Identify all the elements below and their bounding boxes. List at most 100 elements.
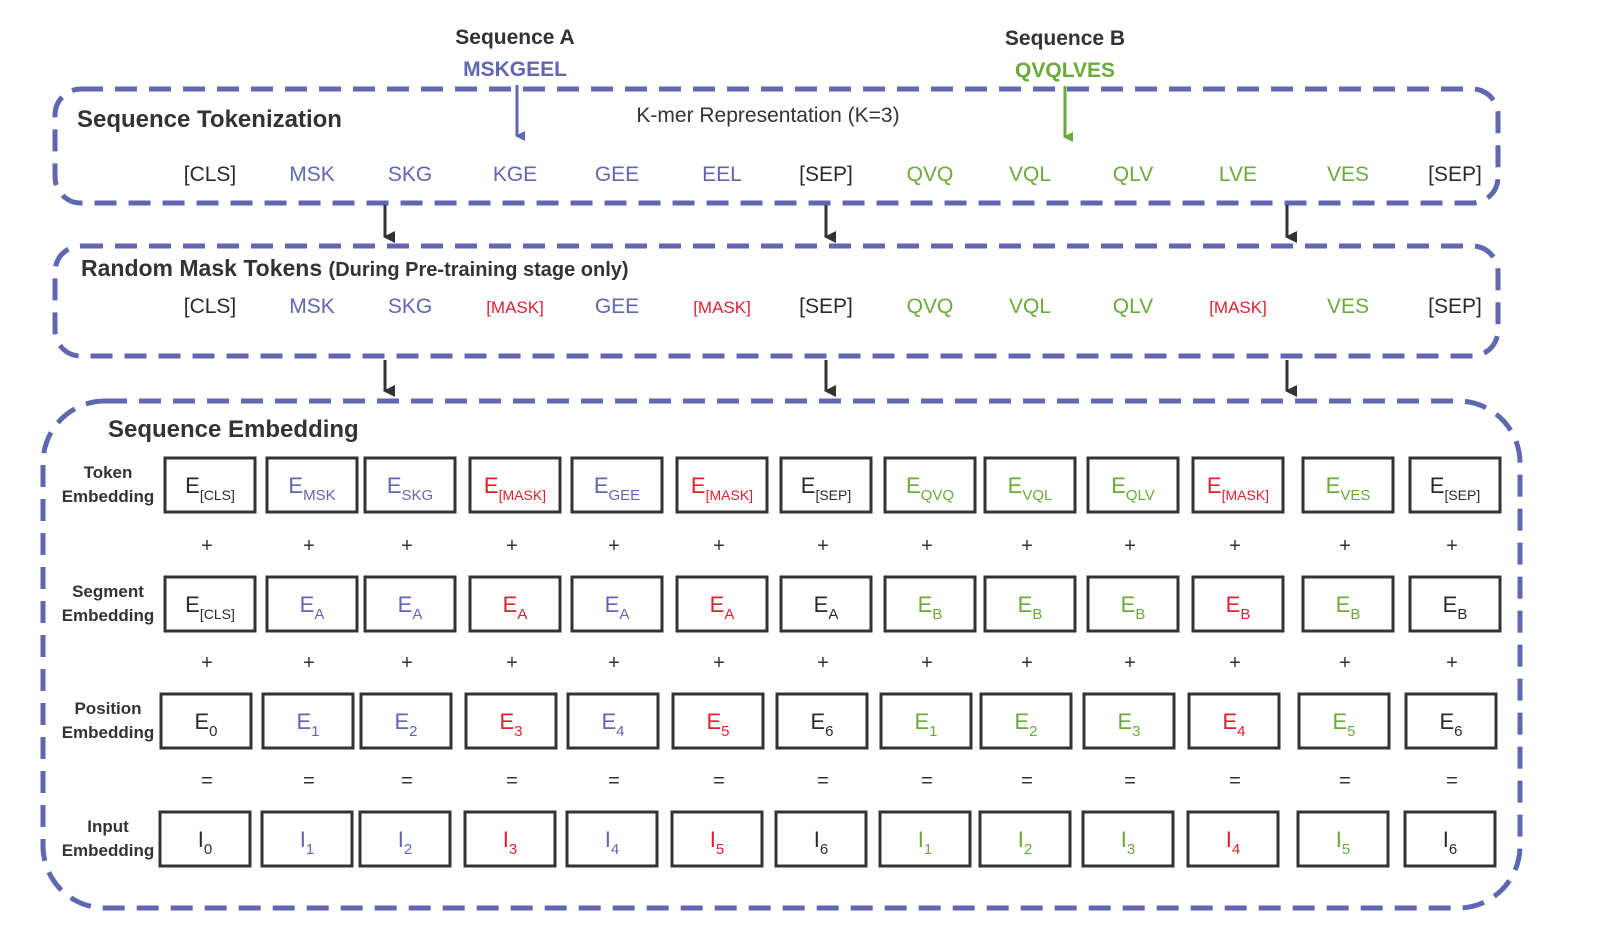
operator-symbol: + — [303, 535, 315, 557]
segment-embedding-box — [265, 575, 359, 633]
token-embedding-box — [1191, 456, 1285, 514]
input-embedding-label: I1 — [300, 827, 314, 858]
operator-symbol: + — [608, 652, 620, 674]
operator-symbol: + — [1339, 652, 1351, 674]
operator-symbol: = — [506, 770, 518, 792]
position-embedding-box — [1297, 692, 1391, 750]
input-embedding-box — [878, 810, 972, 868]
segment-embedding-box — [675, 575, 769, 633]
kmer-token: KGE — [493, 163, 537, 186]
kmer-token: GEE — [595, 163, 639, 186]
input-embedding-label: I3 — [503, 827, 517, 858]
input-embedding-box — [1081, 810, 1175, 868]
input-embedding-box — [1403, 810, 1497, 868]
row-label: Segment Embedding — [62, 582, 155, 625]
operator-symbol: + — [1124, 652, 1136, 674]
operator-symbol: + — [1021, 535, 1033, 557]
operator-symbol: + — [817, 652, 829, 674]
input-embedding-label: I2 — [1018, 827, 1032, 858]
segment-embedding-label: E[CLS] — [185, 592, 235, 622]
token-embedding-box — [163, 456, 257, 514]
token-embedding-label: E[MASK] — [691, 473, 753, 503]
input-embedding-label: I1 — [918, 827, 932, 858]
operator-symbol: = — [921, 770, 933, 792]
operator-symbol: = — [608, 770, 620, 792]
token-embedding-box — [468, 456, 562, 514]
operator-symbol: + — [506, 652, 518, 674]
mask-token: [MASK] — [486, 298, 544, 317]
segment-embedding-box — [1408, 575, 1502, 633]
token-column: SKG SKG ESKG EA E2 I2 + + = — [358, 163, 457, 868]
row-label: Token Embedding — [62, 463, 155, 506]
segment-embedding-box — [570, 575, 664, 633]
input-embedding-box — [978, 810, 1072, 868]
token-column: VQL VQL EVQL EB E2 I2 + + = — [978, 163, 1077, 868]
token-embedding-label: E[SEP] — [1430, 473, 1480, 503]
tokenization-title: Sequence Tokenization — [77, 106, 342, 133]
token-column: [SEP] [SEP] E[SEP] EA E6 I6 + + = — [774, 163, 873, 868]
token-column: KGE [MASK] E[MASK] EA E3 I3 + + = — [463, 163, 562, 868]
operator-symbol: = — [201, 770, 213, 792]
operator-symbol: + — [401, 535, 413, 557]
kmer-token: [CLS] — [184, 163, 237, 186]
segment-embedding-label: EA — [814, 592, 839, 623]
operator-symbol: + — [1229, 652, 1241, 674]
operator-symbol: + — [1021, 652, 1033, 674]
position-embedding-box — [879, 692, 973, 750]
input-embedding-label: I2 — [398, 827, 412, 858]
token-column: LVE [MASK] E[MASK] EB E4 I4 + + = — [1186, 163, 1285, 868]
operator-symbol: = — [1124, 770, 1136, 792]
token-embedding-box — [675, 456, 769, 514]
kept-token: QVQ — [907, 295, 954, 318]
segment-embedding-label: EB — [1336, 592, 1361, 623]
input-embedding-box — [565, 810, 659, 868]
operator-symbol: = — [303, 770, 315, 792]
segment-embedding-box — [983, 575, 1077, 633]
segment-embedding-label: EB — [1443, 592, 1468, 623]
token-embedding-label: E[SEP] — [801, 473, 851, 503]
kept-token: GEE — [595, 295, 639, 318]
position-embedding-box — [671, 692, 765, 750]
segment-embedding-box — [1086, 575, 1180, 633]
mask-token: [MASK] — [1209, 298, 1267, 317]
operator-symbol: = — [1229, 770, 1241, 792]
input-embedding-box — [260, 810, 354, 868]
kept-token: MSK — [289, 295, 335, 318]
token-column: MSK MSK EMSK EA E1 I1 + + = — [260, 163, 359, 868]
kmer-token: MSK — [289, 163, 335, 186]
operator-symbol: + — [506, 535, 518, 557]
segment-embedding-label: EA — [605, 592, 630, 623]
operator-symbol: = — [401, 770, 413, 792]
kept-token: SKG — [388, 295, 432, 318]
input-embedding-box — [358, 810, 452, 868]
operator-symbol: + — [401, 652, 413, 674]
input-embedding-box — [1186, 810, 1280, 868]
token-embedding-box — [570, 456, 664, 514]
input-embedding-label: I3 — [1121, 827, 1135, 858]
token-embedding-label: EQVQ — [906, 473, 954, 504]
sequence-b-title: Sequence B — [1005, 27, 1125, 50]
token-embedding-label: ESKG — [387, 473, 433, 504]
kept-token: VES — [1327, 295, 1369, 318]
input-embedding-label: I6 — [814, 827, 828, 858]
operator-symbol: + — [608, 535, 620, 557]
position-embedding-label: E4 — [601, 709, 624, 740]
segment-embedding-box — [1191, 575, 1285, 633]
operator-symbol: + — [1229, 535, 1241, 557]
segment-embedding-label: EB — [918, 592, 943, 623]
token-column: EEL [MASK] E[MASK] EA E5 I5 + + = — [670, 163, 769, 868]
input-embedding-label: I0 — [198, 827, 212, 858]
token-embedding-label: EVES — [1326, 473, 1371, 504]
token-embedding-label: E[MASK] — [1207, 473, 1269, 503]
position-embedding-label: E5 — [1332, 709, 1355, 740]
operator-symbol: + — [201, 535, 213, 557]
token-embedding-label: EVQL — [1008, 473, 1053, 504]
token-embedding-label: EMSK — [288, 473, 335, 504]
segment-embedding-label: EA — [300, 592, 325, 623]
position-embedding-box — [261, 692, 355, 750]
operator-symbol: = — [817, 770, 829, 792]
input-embedding-box — [774, 810, 868, 868]
kmer-token: SKG — [388, 163, 432, 186]
position-embedding-label: E2 — [1014, 709, 1037, 740]
row-label: Position Embedding — [62, 699, 155, 742]
